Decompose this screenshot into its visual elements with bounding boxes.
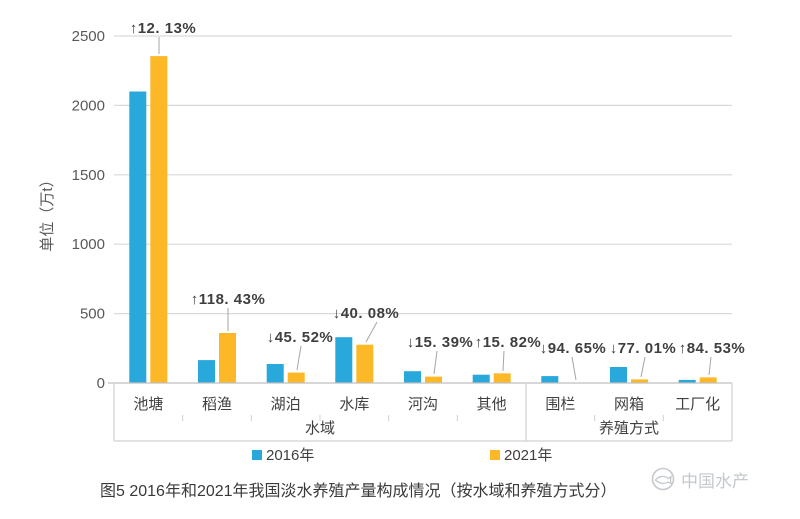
annotation-label-河沟: ↓15. 39% bbox=[407, 334, 474, 351]
bar-2016年-水库 bbox=[335, 337, 353, 383]
y-tick-label-2500: 2500 bbox=[72, 28, 105, 45]
bar-2021年-其他 bbox=[493, 373, 511, 383]
category-label-湖泊: 湖泊 bbox=[271, 396, 301, 413]
y-tick-label-2000: 2000 bbox=[72, 97, 105, 114]
bar-2021年-水库 bbox=[356, 344, 374, 383]
annotation-leader-围栏 bbox=[571, 356, 577, 381]
bar-2016年-河沟 bbox=[404, 371, 421, 383]
bar-2016年-围栏 bbox=[541, 376, 559, 383]
bar-chart: 0 500 1000 1500 2000 2500 单位（万t） 池塘 稻渔 湖泊 水库 河沟 其他 围栏… bbox=[39, 20, 746, 464]
annotation-leader-网箱 bbox=[640, 356, 646, 378]
legend-swatch-2021年 bbox=[490, 450, 500, 460]
annotation-label-网箱: ↓77. 01% bbox=[610, 340, 677, 357]
annotation-label-湖泊: ↓45. 52% bbox=[267, 329, 334, 346]
annotation-leader-其他 bbox=[502, 350, 505, 372]
bar-2016年-工厂化 bbox=[678, 379, 696, 383]
category-label-稻渔: 稻渔 bbox=[202, 396, 232, 413]
bar-2021年-河沟 bbox=[425, 376, 442, 383]
annotation-leader-水库 bbox=[365, 321, 378, 343]
category-label-水库: 水库 bbox=[339, 396, 369, 413]
bar-2021年-网箱 bbox=[631, 379, 648, 383]
annotation-leader-工厂化 bbox=[708, 356, 712, 376]
annotation-leader-河沟 bbox=[433, 350, 438, 375]
category-label-其他: 其他 bbox=[477, 396, 507, 413]
y-tick-label-1000: 1000 bbox=[72, 236, 105, 253]
bar-2016年-其他 bbox=[472, 374, 490, 383]
bar-2021年-湖泊 bbox=[287, 372, 305, 383]
bar-2016年-湖泊 bbox=[266, 364, 284, 383]
category-label-池塘: 池塘 bbox=[133, 396, 163, 413]
legend-label-2016年: 2016年 bbox=[266, 447, 314, 464]
group-label-养殖方式: 养殖方式 bbox=[599, 420, 659, 437]
y-tick-label-0: 0 bbox=[97, 375, 105, 392]
bar-2016年-网箱 bbox=[610, 367, 627, 383]
y-axis-title: 单位（万t） bbox=[39, 172, 56, 251]
y-tick-label-1500: 1500 bbox=[72, 167, 105, 184]
figure-caption: 图5 2016年和2021年我国淡水养殖产量构成情况（按水域和养殖方式分） bbox=[100, 483, 617, 500]
category-label-网箱: 网箱 bbox=[614, 396, 644, 413]
annotation-label-围栏: ↓94. 65% bbox=[540, 340, 607, 357]
group-label-水域: 水域 bbox=[305, 420, 335, 437]
annotation-label-其他: ↑15. 82% bbox=[475, 334, 542, 351]
category-label-河沟: 河沟 bbox=[408, 396, 438, 413]
category-label-工厂化: 工厂化 bbox=[675, 396, 720, 413]
legend-label-2021年: 2021年 bbox=[504, 447, 552, 464]
bar-2021年-稻渔 bbox=[219, 333, 236, 383]
category-label-围栏: 围栏 bbox=[545, 396, 575, 413]
annotation-label-池塘: ↑12. 13% bbox=[130, 20, 197, 37]
annotation-label-稻渔: ↑118. 43% bbox=[191, 291, 266, 308]
annotation-label-水库: ↓40. 08% bbox=[333, 305, 400, 322]
watermark: 中国水产 bbox=[650, 466, 749, 492]
legend-swatch-2016年 bbox=[252, 450, 262, 460]
bar-2021年-池塘 bbox=[150, 56, 168, 383]
annotation-leader-湖泊 bbox=[296, 345, 302, 371]
y-tick-label-500: 500 bbox=[80, 306, 105, 323]
bar-2016年-稻渔 bbox=[198, 360, 215, 383]
watermark-text: 中国水产 bbox=[681, 471, 749, 491]
bar-2021年-工厂化 bbox=[699, 377, 717, 383]
bar-2016年-池塘 bbox=[129, 91, 147, 383]
annotation-label-工厂化: ↑84. 53% bbox=[679, 340, 746, 357]
fish-logo-icon bbox=[651, 467, 675, 491]
